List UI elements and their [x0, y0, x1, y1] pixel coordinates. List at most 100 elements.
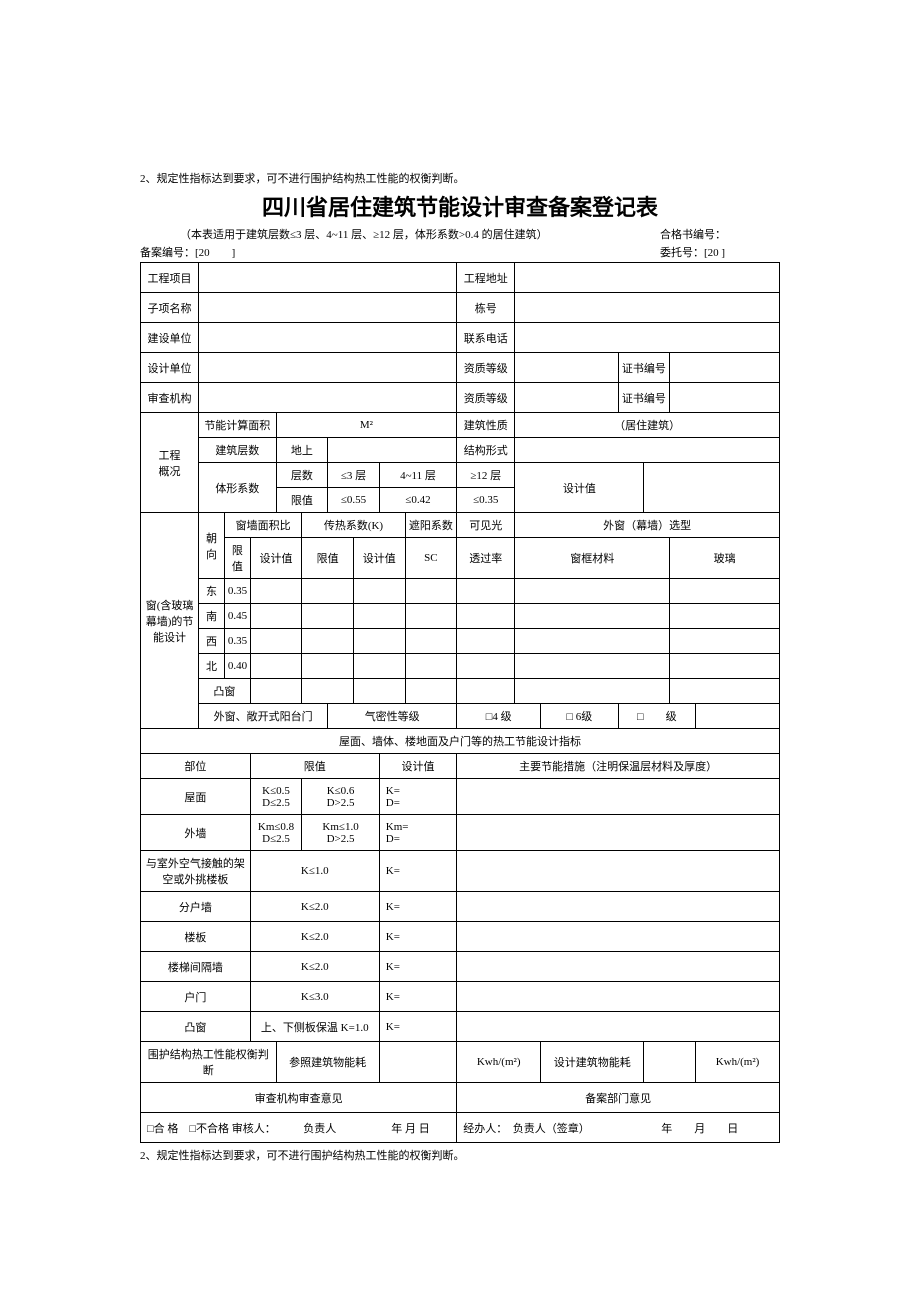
sep-measure[interactable]	[457, 892, 780, 922]
field-north-glass[interactable]	[670, 654, 780, 679]
field-bay-dv1[interactable]	[250, 679, 302, 704]
field-east-trans[interactable]	[457, 579, 515, 604]
field-east-kdv[interactable]	[353, 579, 405, 604]
stair-dv[interactable]: K=	[379, 952, 456, 982]
bay-dv[interactable]: K=	[379, 1012, 456, 1042]
field-west-klim[interactable]	[302, 629, 354, 654]
wall-dv[interactable]: Km= D=	[379, 815, 456, 851]
roof-dv[interactable]: K= D=	[379, 779, 456, 815]
label-glass: 玻璃	[670, 538, 780, 579]
field-east-klim[interactable]	[302, 579, 354, 604]
field-review-org[interactable]	[199, 383, 457, 413]
label-le035: ≤0.35	[457, 488, 515, 513]
sep-dv[interactable]: K=	[379, 892, 456, 922]
field-building-no[interactable]	[515, 293, 780, 323]
field-ref-energy[interactable]	[379, 1042, 456, 1083]
floor-dv[interactable]: K=	[379, 922, 456, 952]
field-south-kdv[interactable]	[353, 604, 405, 629]
field-south-glass[interactable]	[670, 604, 780, 629]
wall-measure[interactable]	[457, 815, 780, 851]
roof-measure[interactable]	[457, 779, 780, 815]
checkbox-lv6[interactable]: □ 6级	[541, 704, 618, 729]
field-bay-frame[interactable]	[515, 679, 670, 704]
bay-measure[interactable]	[457, 1012, 780, 1042]
field-bay-trans[interactable]	[457, 679, 515, 704]
bay-l: 上、下侧板保温 K=1.0	[250, 1012, 379, 1042]
label-roof: 屋面	[141, 779, 251, 815]
field-east-frame[interactable]	[515, 579, 670, 604]
field-east-glass[interactable]	[670, 579, 780, 604]
field-south-frame[interactable]	[515, 604, 670, 629]
field-qual1[interactable]	[515, 353, 618, 383]
field-cert2[interactable]	[670, 383, 780, 413]
checkbox-lv4[interactable]: □4 级	[457, 704, 541, 729]
label-411: 4~11 层	[379, 463, 456, 488]
field-west-sc[interactable]	[405, 629, 457, 654]
field-phone[interactable]	[515, 323, 780, 353]
field-bay-glass[interactable]	[670, 679, 780, 704]
label-shape-coef: 体形系数	[199, 463, 276, 513]
label-review-org: 审查机构	[141, 383, 199, 413]
field-north-dv1[interactable]	[250, 654, 302, 679]
door-measure[interactable]	[457, 982, 780, 1012]
field-east-dv1[interactable]	[250, 579, 302, 604]
field-subitem[interactable]	[199, 293, 457, 323]
label-measures: 主要节能措施（注明保温层材料及厚度）	[457, 754, 780, 779]
field-energy-area[interactable]: M²	[276, 413, 457, 438]
orient-south: 南	[199, 604, 225, 629]
stair-measure[interactable]	[457, 952, 780, 982]
label-record-opinion: 备案部门意见	[457, 1083, 780, 1113]
label-overview: 工程 概况	[141, 413, 199, 513]
checkbox-lv-blank[interactable]: □ 级	[618, 704, 695, 729]
field-east-sc[interactable]	[405, 579, 457, 604]
field-west-trans[interactable]	[457, 629, 515, 654]
field-struct-form[interactable]	[515, 438, 780, 463]
field-north-trans[interactable]	[457, 654, 515, 679]
field-build-nature[interactable]: （居住建筑）	[515, 413, 780, 438]
field-design-energy[interactable]	[644, 1042, 696, 1083]
overhang-dv[interactable]: K=	[379, 851, 456, 892]
label-heat-k: 传热系数(K)	[302, 513, 405, 538]
label-le042: ≤0.42	[379, 488, 456, 513]
label-cert2: 证书编号	[618, 383, 670, 413]
field-design-unit[interactable]	[199, 353, 457, 383]
field-west-frame[interactable]	[515, 629, 670, 654]
field-west-glass[interactable]	[670, 629, 780, 654]
field-south-dv1[interactable]	[250, 604, 302, 629]
label-energy-area: 节能计算面积	[199, 413, 276, 438]
pass-row[interactable]: □合 格 □不合格 审核人： 负责人 年 月 日	[141, 1113, 457, 1143]
label-part: 部位	[141, 754, 251, 779]
label-bay-window: 凸窗	[199, 679, 251, 704]
field-bay-kdv[interactable]	[353, 679, 405, 704]
orient-east: 东	[199, 579, 225, 604]
field-qual2[interactable]	[515, 383, 618, 413]
field-project[interactable]	[199, 263, 457, 293]
roof-l1: K≤0.5 D≤2.5	[250, 779, 302, 815]
field-west-kdv[interactable]	[353, 629, 405, 654]
overhang-measure[interactable]	[457, 851, 780, 892]
field-south-klim[interactable]	[302, 604, 354, 629]
floor-measure[interactable]	[457, 922, 780, 952]
note-top: 2、规定性指标达到要求，可不进行围护结构热工性能的权衡判断。	[140, 170, 780, 186]
label-design-unit: 设计单位	[141, 353, 199, 383]
door-dv[interactable]: K=	[379, 982, 456, 1012]
field-bay-klim[interactable]	[302, 679, 354, 704]
field-air-extra[interactable]	[696, 704, 780, 729]
field-address[interactable]	[515, 263, 780, 293]
field-south-sc[interactable]	[405, 604, 457, 629]
handler-row[interactable]: 经办人： 负责人（签章） 年 月 日	[457, 1113, 780, 1143]
field-south-trans[interactable]	[457, 604, 515, 629]
field-shape-design-val[interactable]	[644, 463, 780, 513]
field-north-sc[interactable]	[405, 654, 457, 679]
roof-l2: K≤0.6 D>2.5	[302, 779, 379, 815]
field-north-frame[interactable]	[515, 654, 670, 679]
field-west-dv1[interactable]	[250, 629, 302, 654]
field-north-klim[interactable]	[302, 654, 354, 679]
field-cert1[interactable]	[670, 353, 780, 383]
thermal-header: 屋面、墙体、楼地面及户门等的热工节能设计指标	[141, 729, 780, 754]
label-qual1: 资质等级	[457, 353, 515, 383]
field-above-ground[interactable]	[328, 438, 457, 463]
field-north-kdv[interactable]	[353, 654, 405, 679]
field-build-unit[interactable]	[199, 323, 457, 353]
field-bay-sc[interactable]	[405, 679, 457, 704]
